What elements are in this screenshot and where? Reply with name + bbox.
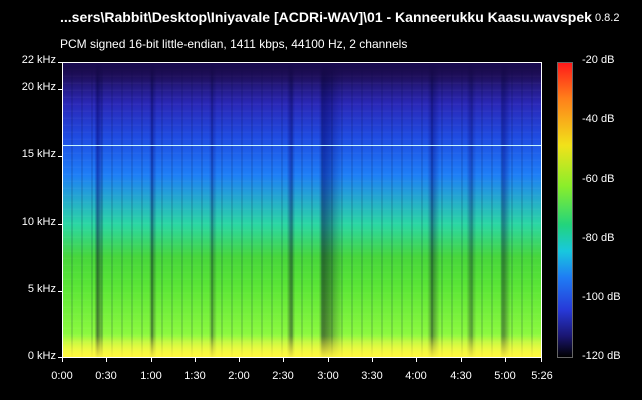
y-tick-label: 20 kHz xyxy=(21,81,56,93)
y-tick-label: 22 kHz xyxy=(21,54,56,66)
y-tick-mark xyxy=(58,291,62,292)
y-tick-mark xyxy=(58,62,62,63)
x-tick-label: 5:26 xyxy=(531,370,553,382)
spectrogram-quiet-bands xyxy=(63,63,541,357)
x-tick-mark xyxy=(461,358,462,362)
app-name: spek xyxy=(560,9,592,25)
y-tick-label: 15 kHz xyxy=(21,148,56,160)
x-tick-label: 0:00 xyxy=(51,370,73,382)
x-tick-mark xyxy=(239,358,240,362)
spectrogram-low-frequency-energy xyxy=(63,336,541,357)
audio-format-info: PCM signed 16-bit little-endian, 1411 kb… xyxy=(60,37,408,51)
db-label: -100 dB xyxy=(582,291,621,303)
db-colorbar xyxy=(557,62,573,358)
y-tick-mark xyxy=(58,156,62,157)
x-tick-mark xyxy=(416,358,417,362)
db-label: -40 dB xyxy=(582,113,615,125)
x-tick-label: 1:30 xyxy=(184,370,206,382)
x-tick-label: 0:30 xyxy=(95,370,117,382)
spectrogram-plot[interactable] xyxy=(62,62,542,358)
y-tick-label: 5 kHz xyxy=(27,283,56,295)
x-tick-label: 2:30 xyxy=(272,370,294,382)
x-tick-mark xyxy=(541,358,542,362)
app-version: 0.8.2 xyxy=(595,12,620,24)
y-tick-label: 10 kHz xyxy=(21,216,56,228)
x-tick-mark xyxy=(106,358,107,362)
x-tick-mark xyxy=(283,358,284,362)
x-tick-mark xyxy=(372,358,373,362)
x-tick-mark xyxy=(62,358,63,362)
x-tick-label: 1:00 xyxy=(140,370,162,382)
x-tick-label: 4:30 xyxy=(450,370,472,382)
file-path: ...sers\Rabbit\Desktop\Iniyavale [ACDRi-… xyxy=(60,9,561,25)
x-tick-label: 4:00 xyxy=(405,370,427,382)
x-tick-label: 3:30 xyxy=(361,370,383,382)
x-tick-label: 5:00 xyxy=(494,370,516,382)
y-tick-label: 0 kHz xyxy=(27,350,56,362)
title-bar: ...sers\Rabbit\Desktop\Iniyavale [ACDRi-… xyxy=(0,0,642,28)
db-label: -20 dB xyxy=(582,54,615,66)
db-label: -80 dB xyxy=(582,232,615,244)
spectrogram-top-shade xyxy=(63,63,541,84)
y-tick-mark xyxy=(58,357,62,358)
x-tick-mark xyxy=(328,358,329,362)
x-tick-mark xyxy=(151,358,152,362)
db-label: -60 dB xyxy=(582,173,615,185)
y-tick-mark xyxy=(58,224,62,225)
db-label: -120 dB xyxy=(582,350,621,362)
x-tick-label: 3:00 xyxy=(317,370,339,382)
y-tick-mark xyxy=(58,89,62,90)
x-tick-mark xyxy=(505,358,506,362)
frequency-cutoff-line xyxy=(63,145,541,147)
x-tick-label: 2:00 xyxy=(228,370,250,382)
x-tick-mark xyxy=(195,358,196,362)
